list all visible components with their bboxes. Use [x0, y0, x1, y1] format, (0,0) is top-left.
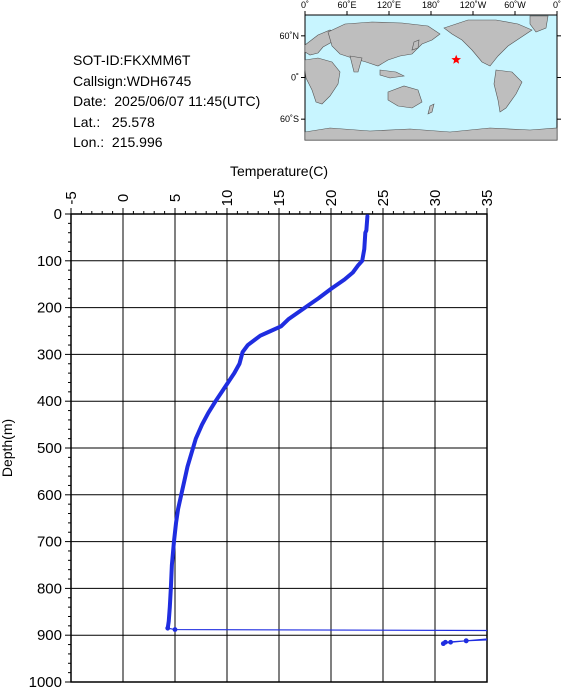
- x-tick-label: 25: [375, 190, 392, 207]
- profile-spike-point: [463, 638, 469, 644]
- callsign-label: Callsign:WDH6745: [73, 72, 192, 89]
- map-lat-label: 60˚N: [279, 31, 299, 41]
- map-lat-label: 60˚S: [280, 114, 299, 124]
- y-tick-label: 800: [37, 580, 62, 597]
- float-location-star: [451, 54, 461, 64]
- temperature-profile-line: [165, 214, 370, 631]
- map-lat-label: 0˚: [291, 73, 299, 83]
- map-lon-label: 120˚W: [460, 0, 487, 10]
- world-map: 0˚ 60˚E 120˚E 180˚ 120˚W 60˚W 0˚ 60˚N 0˚ 60˚S: [279, 0, 561, 141]
- float-info-panel: SOT-ID:FKXMM6T Callsign:WDH6745 Date: 20…: [73, 50, 260, 153]
- landmass-indonesia: [379, 69, 405, 79]
- y-tick-label: 300: [37, 346, 62, 363]
- y-axis-label: Depth(m): [0, 419, 15, 477]
- x-tick-label: 15: [271, 190, 288, 207]
- y-tick-label: 400: [37, 393, 62, 410]
- landmass-india: [349, 55, 363, 73]
- longitude-label: Lon.: 215.996: [73, 134, 163, 150]
- x-tick-label: 20: [323, 190, 340, 207]
- map-lon-label: 180˚: [422, 0, 440, 10]
- map-lon-label: 120˚E: [377, 0, 401, 10]
- landmass-new-zealand: [427, 103, 435, 115]
- landmass-north-america: [443, 19, 533, 67]
- map-landmasses: [304, 15, 558, 141]
- landmass-asia: [327, 21, 441, 67]
- landmass-greenland: [529, 15, 549, 33]
- map-lon-label: 0˚: [301, 0, 309, 10]
- map-lon-label: 60˚W: [504, 0, 526, 10]
- y-tick-label: 700: [37, 534, 62, 551]
- x-axis-label: Temperature(C): [230, 163, 328, 179]
- landmass-antarctica: [304, 127, 558, 141]
- profile-spike-point: [440, 641, 446, 647]
- y-tick-label: 500: [37, 440, 62, 457]
- map-lon-label: 60˚E: [337, 0, 356, 10]
- x-tick-label: -5: [63, 191, 80, 204]
- sot-id-label: SOT-ID:FKXMM6T: [73, 52, 191, 68]
- y-tick-label: 600: [37, 487, 62, 504]
- y-tick-label: 200: [37, 300, 62, 317]
- x-tick-label: 30: [427, 190, 444, 207]
- y-tick-label: 0: [54, 206, 62, 223]
- date-label: Date: 2025/06/07 11:45(UTC): [73, 93, 261, 109]
- x-tick-label: 5: [167, 194, 184, 202]
- profile-spike-point: [172, 627, 178, 632]
- y-tick-label: 100: [37, 253, 62, 270]
- profile-spike-line: [167, 627, 488, 632]
- temperature-depth-chart: -5 0 5 10 15 20 25 30 35010020030040050060070080…: [0, 163, 496, 690]
- x-tick-label: 35: [479, 190, 496, 207]
- latitude-label: Lat.: 25.578: [73, 113, 155, 130]
- y-tick-label: 1000: [29, 674, 62, 690]
- map-lon-label: 0˚: [553, 0, 561, 10]
- landmass-africa: [304, 57, 341, 105]
- x-tick-label: 10: [219, 190, 236, 207]
- x-tick-label: 0: [115, 194, 132, 202]
- plot-frame: [70, 213, 488, 683]
- landmass-south-america: [493, 69, 523, 113]
- landmass-australia: [387, 85, 423, 109]
- profile-spike-point: [165, 625, 171, 631]
- profile-spike-point: [448, 639, 453, 645]
- y-tick-label: 900: [37, 627, 62, 644]
- landmass-japan: [411, 39, 420, 51]
